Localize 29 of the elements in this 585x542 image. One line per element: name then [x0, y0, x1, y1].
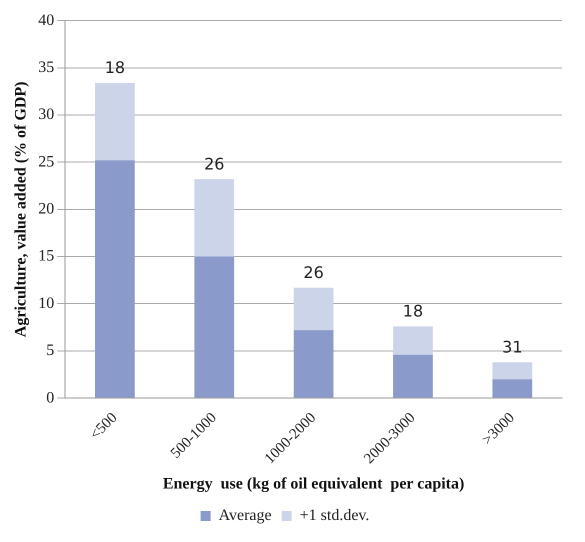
bar: [393, 326, 433, 355]
y-tick-label: 20: [38, 200, 54, 218]
x-axis-title: Energy use (kg of oil equivalent per capita): [162, 476, 464, 493]
y-tick-label: 40: [38, 12, 54, 29]
annotation: 26: [204, 154, 224, 174]
y-tick-label: 25: [38, 153, 54, 170]
bar: [492, 379, 532, 398]
y-tick-label: 35: [38, 58, 54, 76]
x-tick-label: <500: [87, 410, 120, 443]
y-tick-label: 0: [46, 389, 54, 406]
annotation: 18: [104, 58, 126, 78]
annotation: 18: [402, 302, 424, 321]
legend-label: Average: [218, 507, 272, 524]
bar: [492, 362, 532, 380]
y-tick-label: 10: [38, 294, 54, 312]
annotation: 26: [303, 262, 324, 282]
y-axis-title: Agriculture, value added (% of GDP): [12, 82, 30, 338]
annotation: 31: [502, 337, 522, 356]
bar: [194, 179, 234, 257]
bar: [95, 160, 135, 398]
y-tick-label: 15: [38, 248, 54, 265]
bar: [393, 354, 433, 398]
bar: [95, 82, 135, 160]
bar: [294, 288, 334, 330]
y-tick-label: 5: [46, 342, 54, 360]
y-tick-label: 30: [38, 106, 54, 124]
bar: [294, 330, 334, 398]
bar: [194, 256, 234, 398]
legend-label: +1 std.dev.: [300, 507, 370, 524]
